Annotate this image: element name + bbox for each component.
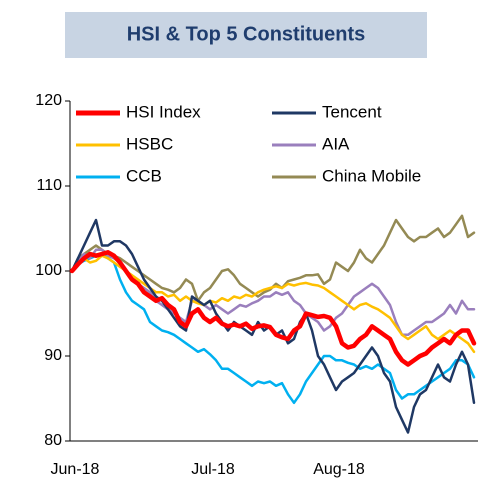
legend-label: CCB bbox=[126, 166, 162, 185]
series-line bbox=[70, 252, 476, 405]
x-tick-label: Jun-18 bbox=[51, 461, 100, 478]
x-tick-label: Jul-18 bbox=[191, 461, 235, 478]
series-line bbox=[70, 218, 476, 434]
series-line bbox=[70, 254, 476, 354]
y-tick-label: 80 bbox=[44, 432, 62, 449]
y-tick-label: 100 bbox=[35, 262, 62, 279]
chart-title: HSI & Top 5 Constituents bbox=[127, 23, 366, 45]
y-tick-label: 120 bbox=[35, 92, 62, 109]
y-tick-label: 110 bbox=[36, 177, 62, 194]
series-line bbox=[69, 250, 477, 367]
series-line bbox=[70, 248, 476, 337]
legend-label: AIA bbox=[322, 134, 350, 153]
legend-label: HSI Index bbox=[126, 102, 201, 121]
legend-label: China Mobile bbox=[322, 166, 421, 185]
y-tick-label: 90 bbox=[44, 347, 62, 364]
title-box bbox=[65, 12, 427, 58]
legend-label: HSBC bbox=[126, 134, 173, 153]
x-tick-label: Aug-18 bbox=[313, 461, 365, 478]
legend-label: Tencent bbox=[322, 102, 382, 121]
